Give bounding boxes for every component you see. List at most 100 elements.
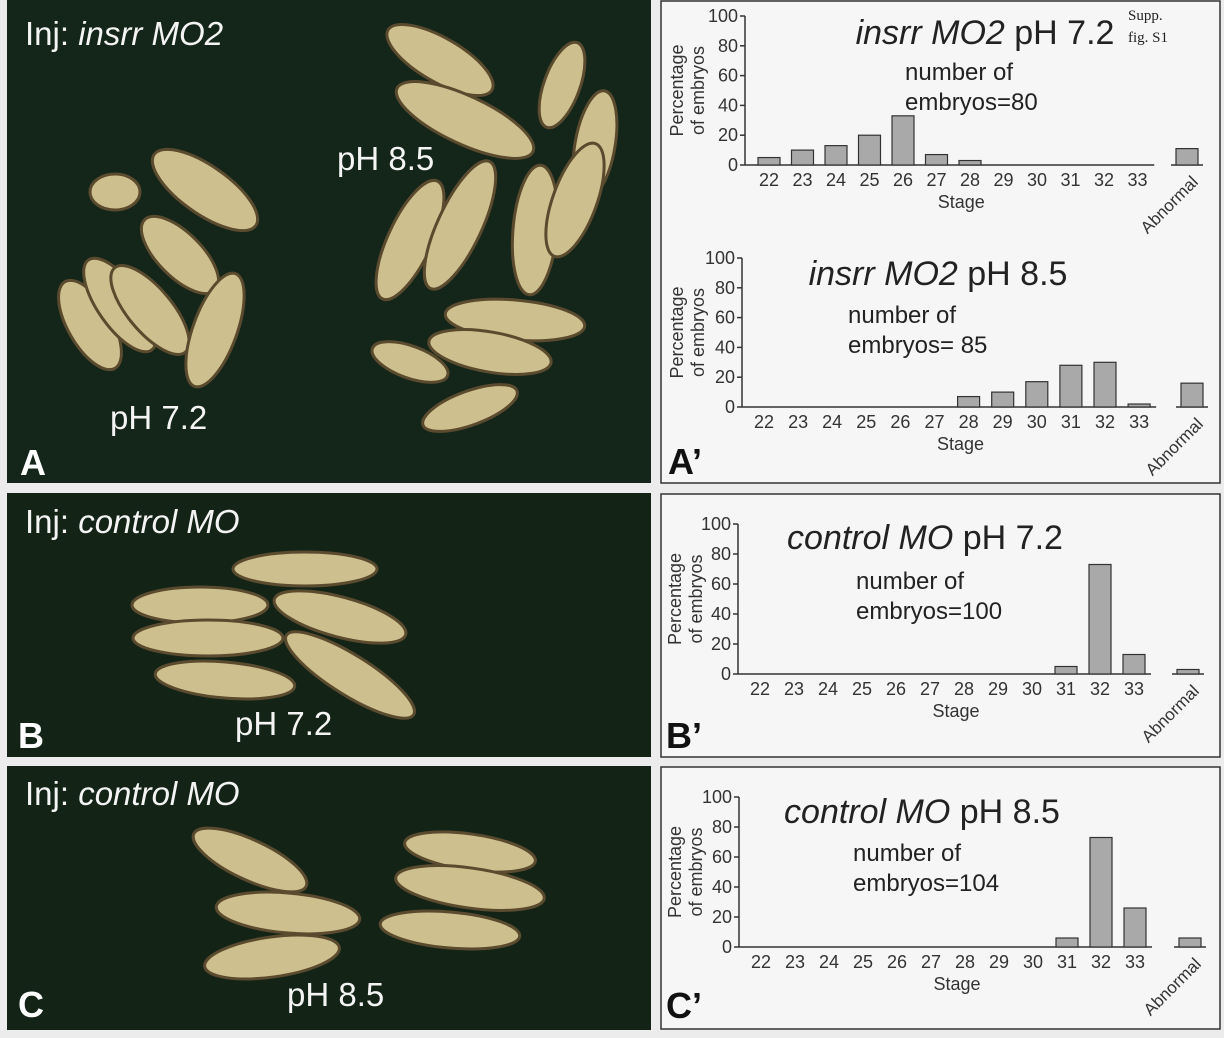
- chart-title: insrr MO2 pH 8.5: [809, 255, 1068, 293]
- y-tick-label: 100: [702, 787, 732, 807]
- title-ph: pH 8.5: [960, 793, 1060, 831]
- x-tick-label: 29: [993, 412, 1013, 432]
- x-tick-label: 31: [1056, 679, 1076, 699]
- chart-title: control MO pH 7.2: [787, 519, 1063, 557]
- x-tick-label: 32: [1090, 679, 1110, 699]
- injection-name: control MO: [78, 775, 239, 812]
- y-tick-label: 80: [718, 36, 738, 56]
- x-tick-label: 33: [1125, 952, 1145, 972]
- chart-panel-b: [660, 493, 1221, 758]
- injection-label: Inj: control MO: [25, 503, 240, 540]
- y-tick-label: 40: [718, 95, 738, 115]
- x-tick-label: 24: [822, 412, 842, 432]
- y-tick-label: 20: [718, 125, 738, 145]
- chart-panel-c: [660, 766, 1221, 1030]
- annotation: number of: [905, 59, 1013, 86]
- y-tick-label: 20: [715, 367, 735, 387]
- y-tick-label: 20: [711, 634, 731, 654]
- x-tick-label: 23: [785, 952, 805, 972]
- injection-label: Inj: insrr MO2: [25, 15, 223, 52]
- y-axis-label: of embryos: [688, 46, 708, 135]
- title-gene: insrr MO2: [856, 14, 1005, 52]
- x-tick-label: 23: [792, 170, 812, 190]
- bar: [824, 145, 848, 166]
- injection-prefix: Inj:: [25, 503, 69, 540]
- y-axis-label: Percentage: [667, 44, 687, 136]
- y-tick-label: 80: [712, 817, 732, 837]
- panel-letter: A: [20, 442, 46, 483]
- x-tick-label: 25: [852, 679, 872, 699]
- annotation: embryos=80: [905, 89, 1038, 116]
- x-axis-label: Stage: [932, 701, 979, 721]
- bar: [757, 156, 781, 166]
- bar: [1178, 937, 1202, 948]
- y-axis-label: of embryos: [688, 288, 708, 377]
- x-axis-label: Stage: [938, 192, 985, 212]
- chart-panel-a: [660, 0, 1221, 484]
- y-tick-label: 60: [715, 308, 735, 328]
- x-tick-label: 31: [1057, 952, 1077, 972]
- embryos: [57, 22, 619, 981]
- x-tick-label: 24: [818, 679, 838, 699]
- x-tick-label: 30: [1023, 952, 1043, 972]
- ph-label: pH 8.5: [337, 140, 434, 177]
- x-tick-label: 22: [751, 952, 771, 972]
- injection-prefix: Inj:: [25, 15, 69, 52]
- x-tick-label: 22: [754, 412, 774, 432]
- y-tick-label: 40: [712, 877, 732, 897]
- x-tick-label: 30: [1027, 170, 1047, 190]
- bar: [1180, 382, 1204, 408]
- y-tick-label: 40: [711, 604, 731, 624]
- y-axis-label: of embryos: [686, 554, 706, 643]
- annotation: number of: [848, 302, 956, 329]
- y-axis-label: Percentage: [665, 826, 685, 918]
- ph-label: pH 7.2: [235, 705, 332, 742]
- injection-name: insrr MO2: [78, 15, 223, 52]
- y-tick-label: 0: [721, 664, 731, 684]
- bar: [1089, 836, 1113, 948]
- x-tick-label: 24: [819, 952, 839, 972]
- bar: [956, 395, 981, 408]
- panel-letter: B: [18, 715, 44, 756]
- supp-label: Supp.: [1128, 8, 1163, 24]
- bar: [1127, 403, 1151, 408]
- bar: [1088, 563, 1112, 675]
- bar: [1055, 937, 1079, 948]
- x-tick-label: 22: [750, 679, 770, 699]
- title-gene: control MO: [787, 519, 953, 557]
- panel-letter: A’: [668, 441, 702, 482]
- x-tick-label: 30: [1027, 412, 1047, 432]
- x-tick-label: 23: [784, 679, 804, 699]
- annotation: number of: [853, 840, 961, 867]
- y-tick-label: 40: [715, 337, 735, 357]
- injection-label: Inj: control MO: [25, 775, 240, 812]
- bar: [1123, 907, 1147, 948]
- x-tick-label: 29: [988, 679, 1008, 699]
- annotation: embryos= 85: [848, 332, 987, 359]
- y-tick-label: 0: [722, 937, 732, 957]
- x-tick-label: 25: [859, 170, 879, 190]
- title-gene: control MO: [784, 793, 950, 831]
- x-tick-label: 22: [759, 170, 779, 190]
- x-tick-label: 32: [1091, 952, 1111, 972]
- x-tick-label: 27: [924, 412, 944, 432]
- bar: [991, 391, 1015, 408]
- bar: [1025, 381, 1049, 408]
- title-ph: pH 8.5: [967, 255, 1067, 293]
- ph-label: pH 8.5: [287, 976, 384, 1013]
- supp-label: fig. S1: [1128, 30, 1168, 46]
- x-tick-label: 28: [955, 952, 975, 972]
- x-tick-label: 28: [960, 170, 980, 190]
- title-ph: pH 7.2: [1014, 14, 1114, 52]
- y-tick-label: 0: [725, 397, 735, 417]
- x-tick-label: 30: [1022, 679, 1042, 699]
- injection-name: control MO: [78, 503, 239, 540]
- x-tick-label: 24: [826, 170, 846, 190]
- ph-label: pH 7.2: [110, 399, 207, 436]
- x-tick-label: 28: [954, 679, 974, 699]
- title-ph: pH 7.2: [963, 519, 1063, 557]
- x-tick-label: 25: [856, 412, 876, 432]
- x-tick-label: 27: [920, 679, 940, 699]
- bar: [1175, 148, 1199, 166]
- y-tick-label: 0: [728, 155, 738, 175]
